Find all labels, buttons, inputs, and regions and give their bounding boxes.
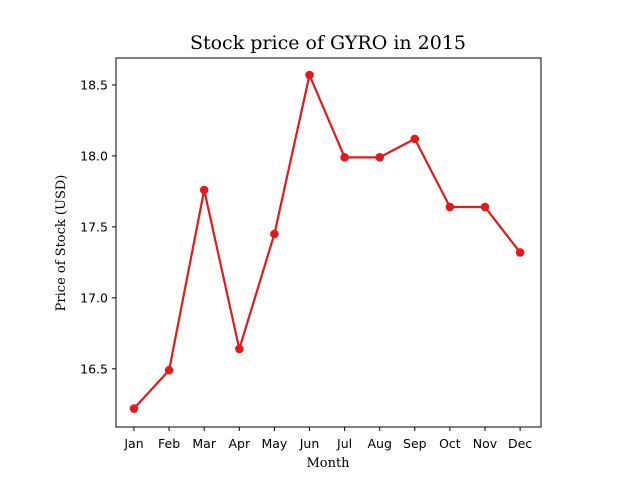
data-point	[446, 203, 455, 212]
x-tick-label: Aug	[367, 436, 391, 451]
y-tick-label: 16.5	[80, 361, 108, 376]
x-tick-label: Oct	[439, 436, 461, 451]
chart-title: Stock price of GYRO in 2015	[190, 32, 466, 54]
data-point	[340, 153, 349, 162]
data-point	[270, 230, 279, 239]
data-point	[516, 248, 525, 257]
data-point	[200, 186, 209, 195]
x-tick-label: Mar	[192, 436, 216, 451]
data-point	[305, 71, 314, 80]
series-line	[134, 75, 520, 409]
x-tick-label: Jan	[123, 436, 143, 451]
x-tick-label: Jun	[299, 436, 320, 451]
series-markers	[130, 71, 525, 413]
x-tick-label: Nov	[473, 436, 498, 451]
x-tick-label: Apr	[228, 436, 250, 451]
x-tick-label: Feb	[158, 436, 180, 451]
x-axis-label: Month	[306, 456, 350, 471]
x-tick-label: Jul	[336, 436, 352, 451]
x-tick-label: Dec	[508, 436, 532, 451]
y-axis: 16.5 17.0 17.5 18.0 18.5	[80, 77, 116, 376]
data-point	[375, 153, 384, 162]
data-point	[235, 345, 244, 354]
plot-frame	[116, 58, 541, 427]
x-tick-label: Sep	[403, 436, 427, 451]
y-tick-label: 18.5	[80, 77, 108, 92]
data-point	[130, 404, 139, 413]
y-axis-label: Price of Stock (USD)	[54, 175, 69, 312]
y-tick-label: 17.0	[80, 290, 108, 305]
x-tick-label: May	[261, 436, 287, 451]
y-tick-label: 17.5	[80, 219, 108, 234]
data-point	[165, 366, 174, 375]
y-tick-label: 18.0	[80, 148, 108, 163]
x-axis: Jan Feb Mar Apr May Jun Jul Aug Sep Oct Nov Dec	[123, 427, 532, 451]
data-point	[481, 203, 490, 212]
data-point	[411, 135, 420, 144]
